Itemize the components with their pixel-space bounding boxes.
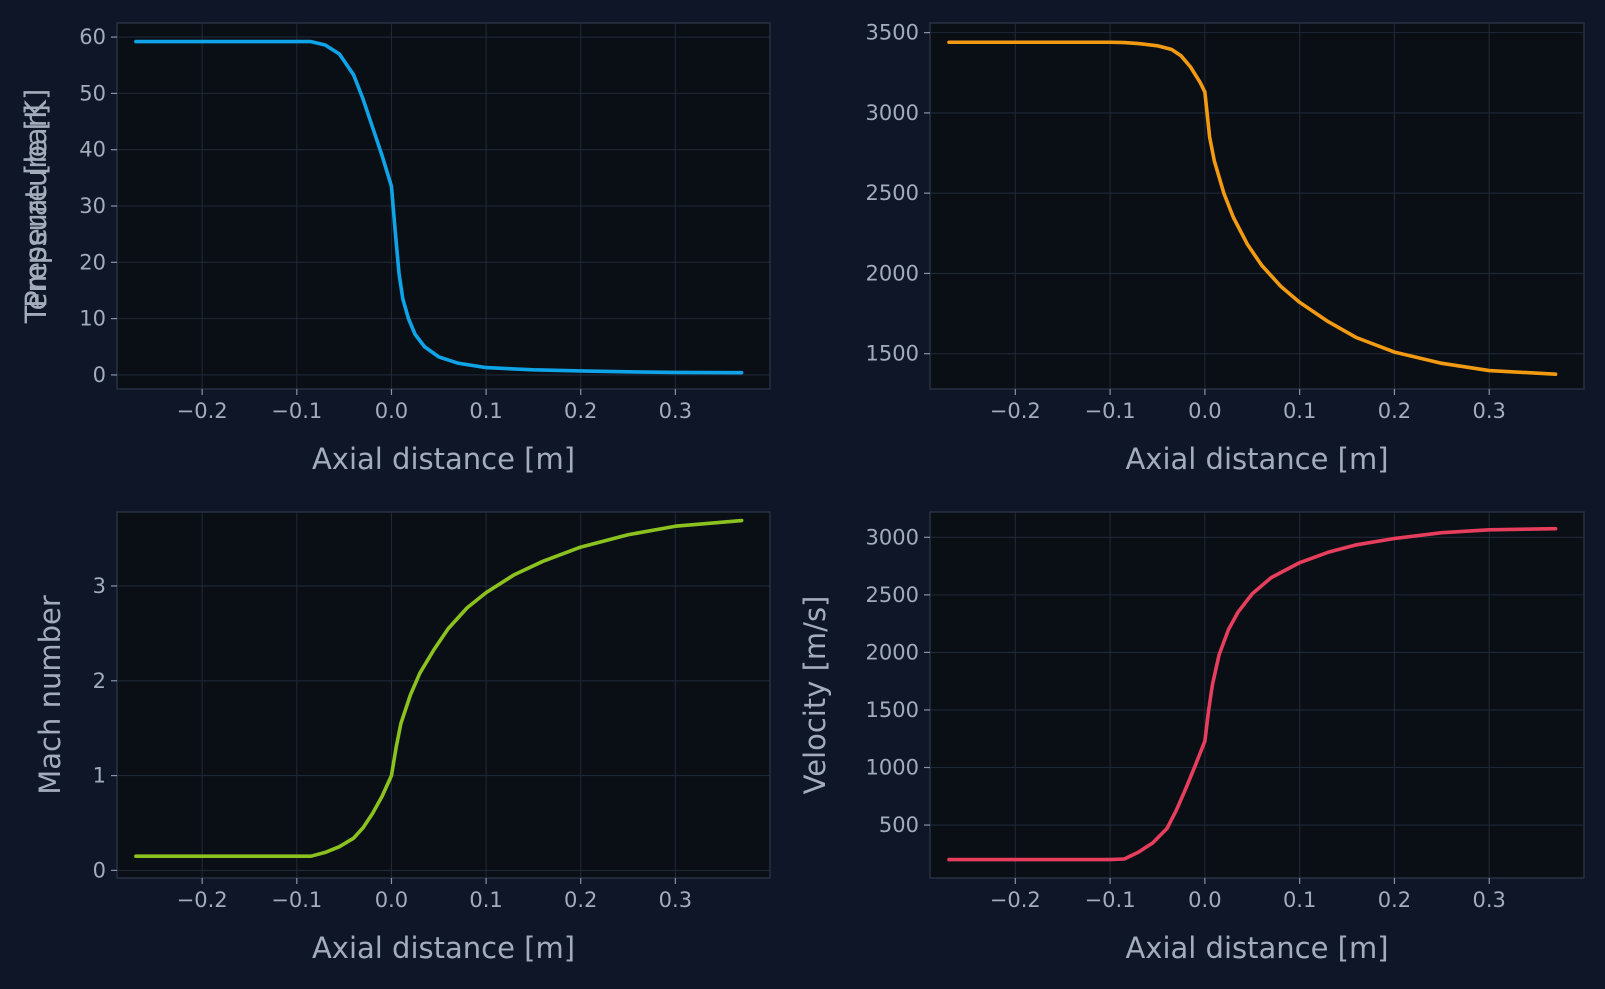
x-axis-label: Axial distance [m] xyxy=(1125,931,1388,965)
y-tick-label: 2000 xyxy=(866,640,919,664)
y-axis-label: Pressure [bar] xyxy=(19,104,53,308)
plot-frame xyxy=(929,511,1585,879)
x-tick-label: 0.2 xyxy=(564,399,597,423)
y-tick-label: 2000 xyxy=(866,261,919,285)
x-axis-label: Axial distance [m] xyxy=(312,442,575,476)
x-tick-label: 0.3 xyxy=(659,888,692,912)
chart-panel-3: −0.2 −0.1 0.0 0.1 0.2 0.3 0 1 2 3 Axial distance [… xyxy=(33,511,771,965)
x-tick-label: −0.2 xyxy=(990,399,1041,423)
x-tick-label: −0.1 xyxy=(1085,399,1136,423)
y-axis-label: Temperature [K] xyxy=(19,89,53,325)
series-line xyxy=(134,518,744,858)
x-tick-label: 0.2 xyxy=(564,888,597,912)
y-tick-label: 2500 xyxy=(866,583,919,607)
plot-area xyxy=(930,23,1584,389)
y-axis-label: Mach number xyxy=(33,595,67,795)
y-tick-label: 1 xyxy=(93,764,106,788)
x-tick-label: 0.0 xyxy=(375,888,408,912)
plot-frame xyxy=(116,511,771,879)
grid xyxy=(117,512,770,878)
x-tick-label: 0.0 xyxy=(1188,888,1221,912)
grid xyxy=(930,23,1584,389)
series-line xyxy=(947,526,1558,862)
x-axis-label: Axial distance [m] xyxy=(312,931,575,965)
y-tick-label: 20 xyxy=(79,250,106,274)
x-tick-label: −0.1 xyxy=(271,399,322,423)
x-tick-label: 0.1 xyxy=(1283,399,1316,423)
x-tick-label: 0.0 xyxy=(375,399,408,423)
y-tick-label: 2 xyxy=(93,669,106,693)
x-tick-label: 0.1 xyxy=(1283,888,1316,912)
y-tick-label: 3 xyxy=(93,574,106,598)
plot-area xyxy=(930,512,1584,878)
x-tick-label: 0.3 xyxy=(1473,399,1506,423)
y-tick-label: 0 xyxy=(93,363,106,387)
y-tick-label: 3000 xyxy=(866,525,919,549)
y-tick-label: 1000 xyxy=(866,756,919,780)
y-tick-label: 3500 xyxy=(866,21,919,45)
x-axis-label: Axial distance [m] xyxy=(1125,442,1388,476)
x-tick-label: 0.1 xyxy=(469,888,502,912)
y-axis-label: Velocity [m/s] xyxy=(798,596,832,795)
x-tick-label: 0.3 xyxy=(659,399,692,423)
plot-area xyxy=(117,512,770,878)
y-tick-label: 30 xyxy=(79,194,106,218)
x-tick-label: 0.2 xyxy=(1378,888,1411,912)
y-tick-label: 10 xyxy=(79,307,106,331)
y-tick-label: 1500 xyxy=(866,698,919,722)
chart-panel-2: −0.2 −0.1 0.0 0.1 0.2 0.3 1500 2000 2500 3000 3500… xyxy=(19,21,1585,476)
x-tick-label: −0.1 xyxy=(271,888,322,912)
x-tick-label: 0.2 xyxy=(1378,399,1411,423)
series-line xyxy=(134,39,744,375)
y-tick-label: 3000 xyxy=(866,101,919,125)
chart-panel-1: −0.2 −0.1 0.0 0.1 0.2 0.3 0 10 20 30 40 50 60 Axial d… xyxy=(19,22,771,476)
y-tick-label: 50 xyxy=(79,81,106,105)
y-tick-label: 500 xyxy=(879,813,919,837)
x-tick-label: −0.1 xyxy=(1085,888,1136,912)
y-tick-label: 0 xyxy=(93,858,106,882)
x-tick-label: −0.2 xyxy=(177,888,228,912)
y-tick-label: 1500 xyxy=(866,342,919,366)
chart-panel-4: −0.2 −0.1 0.0 0.1 0.2 0.3 500 1000 1500 2000 2500 3… xyxy=(798,511,1585,965)
plot-frame xyxy=(929,22,1585,390)
series-line xyxy=(947,40,1558,377)
y-tick-label: 40 xyxy=(79,138,106,162)
y-tick-label: 2500 xyxy=(866,181,919,205)
x-tick-label: 0.3 xyxy=(1473,888,1506,912)
y-tick-label: 60 xyxy=(79,25,106,49)
x-tick-label: −0.2 xyxy=(177,399,228,423)
grid xyxy=(930,512,1584,878)
x-tick-label: 0.0 xyxy=(1188,399,1221,423)
x-tick-label: −0.2 xyxy=(990,888,1041,912)
x-tick-label: 0.1 xyxy=(469,399,502,423)
